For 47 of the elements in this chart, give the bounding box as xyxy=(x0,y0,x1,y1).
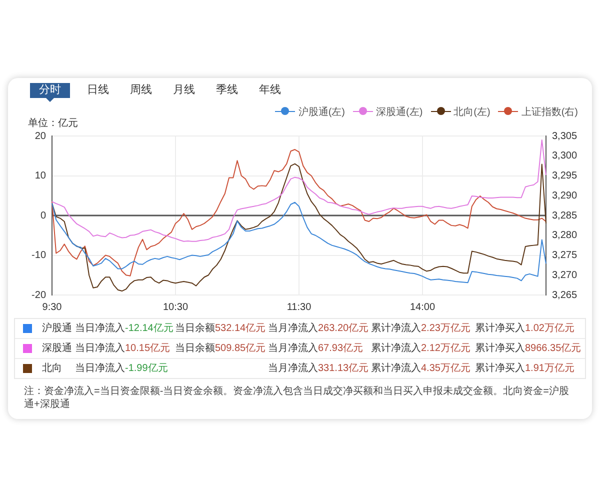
text: 日线 xyxy=(87,84,109,96)
y2-tick-label: 3,305 xyxy=(552,130,578,142)
y2-tick-label: 3,290 xyxy=(552,190,578,202)
text: 月线 xyxy=(173,84,195,96)
category-label: 沪股通 xyxy=(42,322,72,336)
text: 当日余额532.14亿元 xyxy=(175,323,266,334)
text: 当月净流入263.20亿元 xyxy=(268,323,369,334)
y2-tick-label: 3,295 xyxy=(552,170,578,182)
text: 注：资金净流入=当日资金限额-当日资金余额。资金净流入包含当日成交净买额和当日买入申报未成交金额。北向资金=沪股通+深股通 xyxy=(24,385,570,411)
category-label: 北向 xyxy=(42,362,62,376)
x-tick-label: 9:30 xyxy=(42,302,62,313)
text: 当日净流入-1.99亿元 xyxy=(75,363,168,374)
text: 当月净流入67.93亿元 xyxy=(268,343,364,354)
y-tick-label: 20 xyxy=(34,130,46,142)
y-tick-label: -10 xyxy=(32,250,46,261)
x-tick-label: 11:30 xyxy=(286,302,312,313)
y2-tick-label: 3,285 xyxy=(552,210,578,222)
y2-tick-label: 3,275 xyxy=(552,250,578,261)
text: 季线 xyxy=(216,84,238,96)
text: 累计净买入1.91万亿元 xyxy=(475,363,574,374)
legend-label: 上证指数(右) xyxy=(521,107,578,118)
legend-label: 北向(左) xyxy=(454,107,490,118)
text: 累计净买入8966.35亿元 xyxy=(475,343,582,354)
y-tick-label: -20 xyxy=(32,290,46,301)
category-label: 深股通 xyxy=(42,342,72,356)
text: 年线 xyxy=(259,84,281,96)
y-tick-label: 0 xyxy=(40,210,46,222)
text: 累计净流入2.12万亿元 xyxy=(371,343,470,354)
y2-tick-label: 3,265 xyxy=(552,290,578,301)
x-tick-label: 14:00 xyxy=(410,302,436,313)
y2-tick-label: 3,300 xyxy=(552,150,578,162)
y2-tick-label: 3,270 xyxy=(552,270,578,281)
text: 分时 xyxy=(39,84,61,96)
text: 周线 xyxy=(130,84,152,96)
text: 当日净流入-12.14亿元 xyxy=(75,323,174,334)
text: 累计净流入4.35万亿元 xyxy=(371,363,470,374)
text: 累计净流入2.23万亿元 xyxy=(371,323,470,334)
y-axis-title: 单位：亿元 xyxy=(28,116,78,130)
text: 当日净流入10.15亿元 xyxy=(75,343,170,354)
text: 累计净买入1.02万亿元 xyxy=(475,323,574,334)
legend-label: 深股通(左) xyxy=(376,107,423,118)
text: 当月净流入331.13亿元 xyxy=(268,363,369,374)
legend-label: 沪股通(左) xyxy=(298,107,345,118)
text: 当日余额509.85亿元 xyxy=(175,343,266,354)
y-tick-label: 10 xyxy=(34,170,46,182)
x-tick-label: 10:30 xyxy=(162,302,188,313)
y2-tick-label: 3,280 xyxy=(552,230,578,242)
